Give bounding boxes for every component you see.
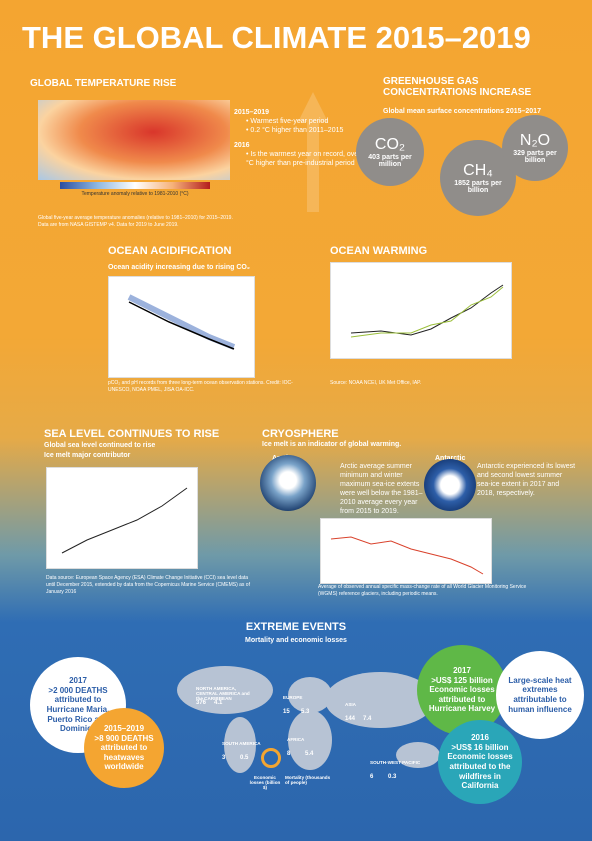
arctic-globe	[260, 455, 316, 511]
event-year: 2015–2019	[103, 724, 145, 734]
section-heading: SEA LEVEL CONTINUES TO RISE	[44, 428, 220, 440]
bullet-text: 0.2 °C higher than 2011–2015	[250, 127, 344, 135]
section-heading: OCEAN WARMING	[330, 245, 428, 257]
region-losses: 15	[283, 709, 290, 715]
source: Source: NOAA NCEI, UK Met Office, IAP.	[330, 380, 422, 386]
label: Antarctic	[435, 454, 465, 463]
event-text: >2 000 DEATHS attributed to Hurricane Ma…	[46, 685, 110, 734]
gas-circle: CO₂ 403 parts per million	[356, 118, 424, 186]
gas-value: 329 parts per billion	[513, 150, 557, 164]
period: 2015–2019	[234, 109, 270, 116]
gas-value: 1852 parts per billion	[454, 180, 502, 194]
subtitle: Mortality and economic losses	[245, 637, 347, 644]
region-mortality: 0.5	[240, 755, 249, 761]
region-losses: 376	[196, 700, 207, 706]
region-losses: 3	[222, 755, 226, 761]
event-year: 2017	[453, 666, 471, 676]
caption: Data source: European Space Agency (ESA)…	[46, 575, 250, 595]
colorbar	[60, 182, 210, 189]
bullet: • Is the warmest year on record, over 1 …	[246, 151, 367, 168]
title: THE GLOBAL CLIMATE 2015–2019	[22, 20, 531, 55]
event-circle: 2016 >US$ 16 billion Economic losses attr…	[438, 720, 522, 804]
event-text: >US$ 125 billion Economic losses attribu…	[428, 675, 496, 714]
temperature-map	[38, 100, 230, 180]
section-heading: GLOBAL TEMPERATURE RISE	[30, 78, 177, 89]
subtitle: Ice melt is an indicator of global warmi…	[262, 441, 402, 448]
region-mortality: 0.3	[388, 774, 397, 780]
legend-mortality: Mortality (thousands of people)	[285, 775, 331, 785]
event-year: 2017	[69, 676, 87, 686]
world-map	[177, 666, 440, 773]
section-heading: GREENHOUSE GAS CONCENTRATIONS INCREASE	[383, 76, 532, 98]
acidification-chart	[108, 276, 255, 378]
region-mortality: 5.3	[301, 709, 310, 715]
legend-losses: Economic losses (billion $)	[249, 775, 281, 790]
event-text: >US$ 16 billion Economic losses attribut…	[447, 742, 513, 791]
line: Global sea level continued to rise	[44, 442, 156, 449]
subtitle: Ocean acidity increasing due to rising C…	[108, 264, 250, 271]
event-text: Large-scale heat extremes attributable t…	[508, 675, 572, 714]
gas-circle: N₂O 329 parts per billion	[502, 115, 568, 181]
event-circle: Large-scale heat extremes attributable t…	[496, 651, 584, 739]
temperature-facts: 2015–2019 • Warmest five-year period • 0…	[234, 108, 374, 169]
event-circle: 2017 >US$ 125 billion Economic losses att…	[417, 645, 507, 735]
event-text: >8 900 DEATHS attributed to heatwaves wo…	[94, 733, 154, 772]
bullet-text: Is the warmest year on record, over 1 °C…	[246, 151, 367, 168]
region-mortality: 5.4	[305, 751, 314, 757]
sea-level-chart	[46, 467, 198, 569]
bullet-text: Warmest five-year period	[250, 118, 329, 126]
gas-name: CO₂	[374, 136, 406, 153]
arctic-text: Arctic average summer minimum and winter…	[340, 463, 423, 516]
gas-value: 403 parts per million	[368, 154, 412, 168]
caption: pCO₂ and pH records from three long-term…	[108, 380, 293, 393]
event-year: 2016	[471, 733, 489, 743]
glacier-chart	[320, 518, 492, 584]
region-name: AFRICA	[287, 737, 305, 742]
region-name: SOUTH-WEST PACIFIC	[370, 760, 421, 765]
bullet: • 0.2 °C higher than 2011–2015	[246, 127, 344, 135]
region-name: EUROPE	[283, 695, 303, 700]
region-mortality: 7.4	[363, 716, 372, 722]
region-mortality: 4.1	[214, 700, 223, 706]
region-losses: 6	[370, 774, 374, 780]
subtitle: Global mean surface concentrations 2015–…	[383, 108, 541, 115]
map-caption: Temperature anomaly relative to 1981-201…	[81, 191, 189, 197]
region-losses: 144	[345, 716, 356, 722]
section-heading: OCEAN ACIDIFICATION	[108, 245, 232, 257]
caption: Average of observed annual specific mass…	[318, 584, 527, 597]
warming-chart	[330, 262, 512, 359]
section-heading: EXTREME EVENTS	[245, 621, 347, 633]
line: Ice melt major contributor	[44, 452, 131, 459]
gas-name: CH₄	[463, 162, 493, 179]
antarctic-text: Antarctic experienced its lowest and sec…	[477, 463, 576, 498]
period: 2016	[234, 142, 250, 150]
region-name: NORTH AMERICA, CENTRAL AMERICA and the C…	[196, 686, 250, 701]
legend-icon	[261, 748, 281, 768]
gas-name: N₂O	[519, 132, 551, 149]
event-circle: 2015–2019 >8 900 DEATHS attributed to hea…	[84, 708, 164, 788]
bullet: • Warmest five-year period	[246, 118, 329, 126]
region-losses: 8	[287, 751, 291, 757]
region-name: SOUTH AMERICA	[222, 741, 261, 746]
section-heading: CRYOSPHERE	[262, 428, 339, 440]
note: Global five-year average temperature ano…	[38, 215, 233, 228]
region-name: ASIA	[345, 702, 356, 707]
antarctic-globe	[424, 459, 476, 511]
